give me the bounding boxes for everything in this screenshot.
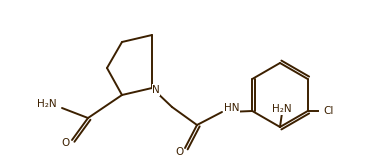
- Text: N: N: [152, 85, 160, 95]
- Text: O: O: [61, 138, 69, 148]
- Text: Cl: Cl: [324, 106, 334, 116]
- Text: HN: HN: [224, 103, 240, 113]
- Text: H₂N: H₂N: [37, 99, 57, 109]
- Text: H₂N: H₂N: [272, 104, 292, 114]
- Text: O: O: [175, 147, 183, 157]
